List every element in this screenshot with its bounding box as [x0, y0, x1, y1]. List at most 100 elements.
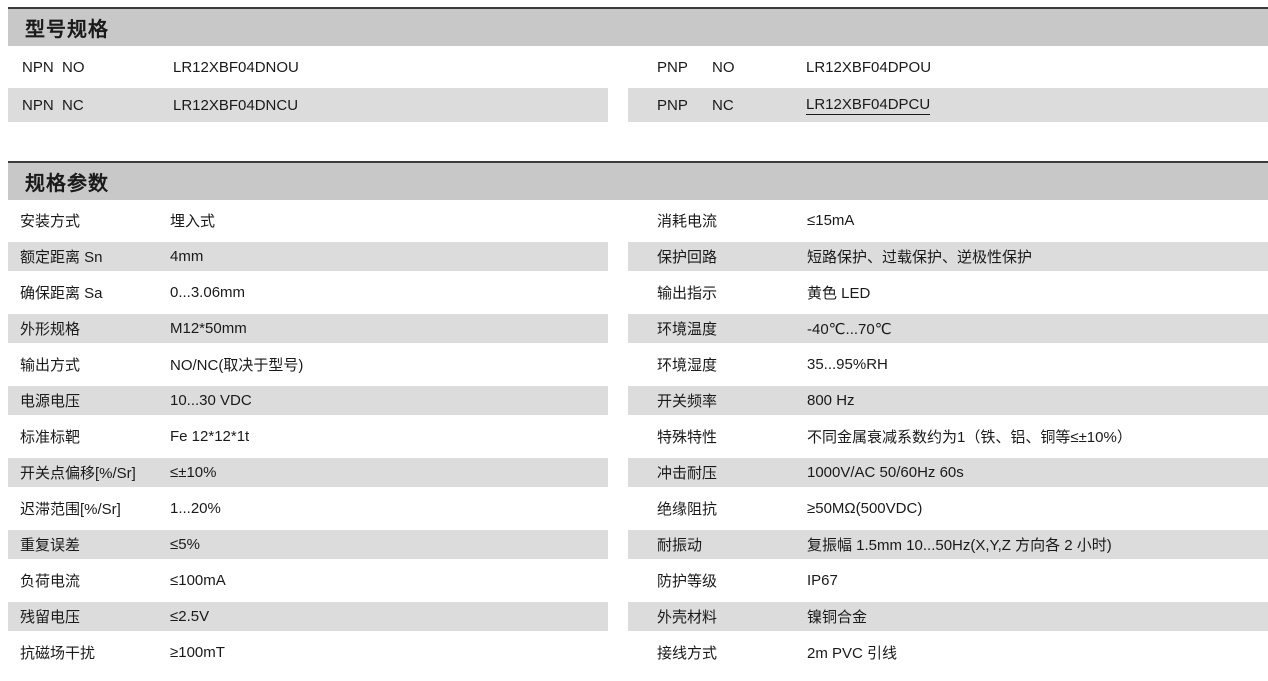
param-row: 抗磁场干扰 ≥100mT [8, 638, 608, 667]
param-value: 4mm [170, 248, 204, 265]
param-label: 环境温度 [657, 321, 718, 338]
param-row: 重复误差 ≤5% [8, 530, 608, 559]
param-row: 绝缘阻抗 ≥50MΩ(500VDC) [628, 494, 1268, 523]
param-row: 额定距离 Sn 4mm [8, 242, 608, 271]
param-row: 消耗电流 ≤15mA [628, 206, 1268, 235]
param-label: 抗磁场干扰 [20, 645, 96, 662]
param-label: 消耗电流 [657, 213, 718, 230]
param-label: 输出指示 [657, 285, 718, 302]
param-value: 35...95%RH [807, 356, 888, 373]
output-type-label: NPN [22, 96, 54, 114]
param-value: ≥100mT [170, 644, 225, 661]
param-label: 确保距离 Sa [20, 285, 103, 302]
param-row: 开关频率 800 Hz [628, 386, 1268, 415]
param-row: 输出方式 NO/NC(取决于型号) [8, 350, 608, 379]
param-label: 迟滞范围[%/Sr] [20, 501, 121, 518]
param-value: ≤±10% [170, 464, 217, 481]
param-value: 1...20% [170, 500, 221, 517]
model-section-title: 型号规格 [25, 19, 109, 41]
param-label: 输出方式 [20, 357, 81, 374]
param-value: 埋入式 [170, 213, 216, 230]
param-value: ≤100mA [170, 572, 226, 589]
param-value: -40℃...70℃ [807, 320, 892, 338]
param-row: 开关点偏移[%/Sr] ≤±10% [8, 458, 608, 487]
model-number: LR12XBF04DPCU [806, 95, 931, 115]
model-number: LR12XBF04DPOU [806, 58, 932, 76]
param-value: 黄色 LED [807, 285, 871, 302]
param-label: 开关频率 [657, 393, 718, 410]
contact-state-label: NO [62, 58, 85, 76]
param-label: 开关点偏移[%/Sr] [20, 465, 136, 482]
param-row: 负荷电流 ≤100mA [8, 566, 608, 595]
model-columns: NPN NO LR12XBF04DNOU NPN NC LR12XBF04DNC… [8, 46, 1268, 122]
param-row: 迟滞范围[%/Sr] 1...20% [8, 494, 608, 523]
param-label: 残留电压 [20, 609, 81, 626]
param-value: ≥50MΩ(500VDC) [807, 500, 923, 517]
param-row: 接线方式 2m PVC 引线 [628, 638, 1268, 667]
param-row: 电源电压 10...30 VDC [8, 386, 608, 415]
param-row: 保护回路 短路保护、过载保护、逆极性保护 [628, 242, 1268, 271]
model-row: PNP NC LR12XBF04DPCU [628, 88, 1268, 122]
param-label: 接线方式 [657, 645, 718, 662]
output-type-label: PNP [657, 58, 688, 76]
param-row: 防护等级 IP67 [628, 566, 1268, 595]
param-label: 标准标靶 [20, 429, 81, 446]
output-type-label: PNP [657, 96, 688, 114]
params-column-left: 安装方式 埋入式 额定距离 Sn 4mm 确保距离 Sa 0...3.06mm … [8, 206, 608, 674]
param-value: IP67 [807, 572, 838, 589]
param-row: 耐振动 复振幅 1.5mm 10...50Hz(X,Y,Z 方向各 2 小时) [628, 530, 1268, 559]
param-label: 重复误差 [20, 537, 81, 554]
params-columns: 安装方式 埋入式 额定距离 Sn 4mm 确保距离 Sa 0...3.06mm … [8, 206, 1268, 674]
param-row: 确保距离 Sa 0...3.06mm [8, 278, 608, 307]
spec-params-section: 规格参数 安装方式 埋入式 额定距离 Sn 4mm 确保距离 Sa 0...3.… [0, 161, 1268, 674]
params-section-title: 规格参数 [25, 173, 109, 195]
param-label: 特殊特性 [657, 429, 718, 446]
model-row: NPN NO LR12XBF04DNOU [8, 50, 608, 84]
param-value: 10...30 VDC [170, 392, 252, 409]
param-value: 0...3.06mm [170, 284, 246, 301]
contact-state-label: NC [712, 96, 734, 114]
param-label: 保护回路 [657, 249, 718, 266]
param-label: 额定距离 Sn [20, 249, 103, 266]
model-number: LR12XBF04DNCU [173, 96, 299, 114]
param-row: 冲击耐压 1000V/AC 50/60Hz 60s [628, 458, 1268, 487]
param-label: 外形规格 [20, 321, 81, 338]
contact-state-label: NC [62, 96, 84, 114]
param-value: ≤5% [170, 536, 200, 553]
param-label: 负荷电流 [20, 573, 81, 590]
param-label: 安装方式 [20, 213, 81, 230]
contact-state-label: NO [712, 58, 735, 76]
params-column-right: 消耗电流 ≤15mA 保护回路 短路保护、过载保护、逆极性保护 输出指示 黄色 … [628, 206, 1268, 674]
param-row: 残留电压 ≤2.5V [8, 602, 608, 631]
param-value: 800 Hz [807, 392, 855, 409]
param-label: 外壳材料 [657, 609, 718, 626]
param-value: 不同金属衰减系数约为1（铁、铝、铜等≤±10%） [807, 429, 1132, 446]
param-value: ≤15mA [807, 212, 855, 229]
model-section-header: 型号规格 [8, 7, 1268, 46]
param-label: 冲击耐压 [657, 465, 718, 482]
param-value: NO/NC(取决于型号) [170, 357, 304, 374]
param-row: 环境湿度 35...95%RH [628, 350, 1268, 379]
param-value: 1000V/AC 50/60Hz 60s [807, 464, 964, 481]
param-value: 短路保护、过载保护、逆极性保护 [807, 249, 1033, 266]
param-label: 绝缘阻抗 [657, 501, 718, 518]
param-row: 输出指示 黄色 LED [628, 278, 1268, 307]
param-row: 外形规格 M12*50mm [8, 314, 608, 343]
param-label: 耐振动 [657, 537, 703, 554]
model-column-right: PNP NO LR12XBF04DPOU PNP NC LR12XBF04DPC… [628, 46, 1268, 122]
model-spec-section: 型号规格 NPN NO LR12XBF04DNOU NPN NC LR12XBF… [0, 7, 1268, 122]
param-value: ≤2.5V [170, 608, 210, 625]
param-row: 安装方式 埋入式 [8, 206, 608, 235]
param-value: 2m PVC 引线 [807, 645, 898, 662]
param-row: 外壳材料 镍铜合金 [628, 602, 1268, 631]
param-value: 镍铜合金 [807, 609, 868, 626]
param-row: 标准标靶 Fe 12*12*1t [8, 422, 608, 451]
params-section-header: 规格参数 [8, 161, 1268, 200]
param-value: Fe 12*12*1t [170, 428, 250, 445]
param-label: 防护等级 [657, 573, 718, 590]
model-number: LR12XBF04DNOU [173, 58, 299, 76]
model-column-left: NPN NO LR12XBF04DNOU NPN NC LR12XBF04DNC… [8, 46, 608, 122]
param-label: 环境湿度 [657, 357, 718, 374]
model-row: PNP NO LR12XBF04DPOU [628, 50, 1268, 84]
